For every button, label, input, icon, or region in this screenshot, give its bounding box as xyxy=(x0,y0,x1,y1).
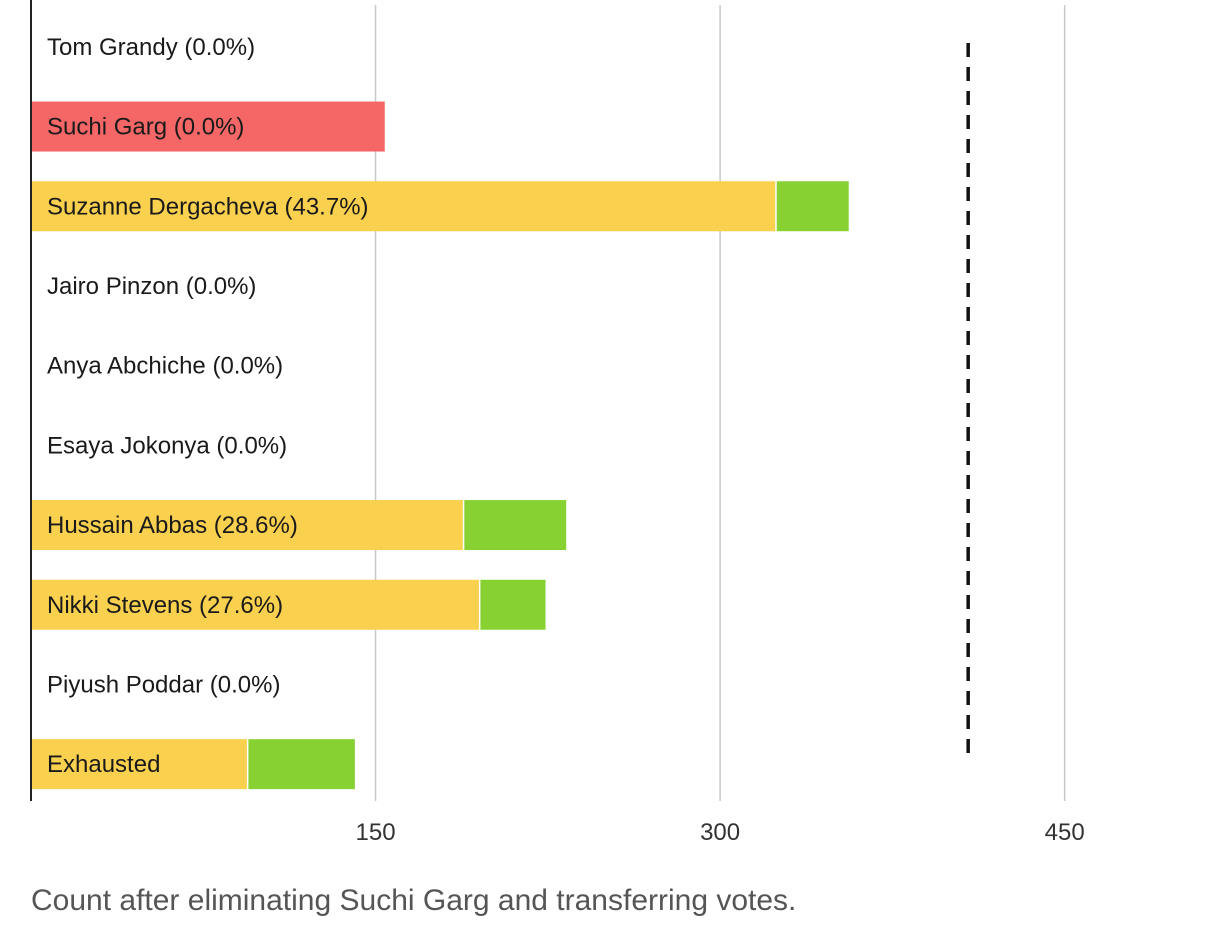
x-tick-label-300: 300 xyxy=(700,819,740,846)
bar-existing-9 xyxy=(31,739,247,790)
bar-existing-2 xyxy=(31,181,776,232)
bar-label-4: Anya Abchiche (0.0%) xyxy=(47,353,283,380)
bar-label-3: Jairo Pinzon (0.0%) xyxy=(47,273,256,300)
bar-label-0: Tom Grandy (0.0%) xyxy=(47,34,255,61)
bar-existing-6 xyxy=(31,500,463,551)
bar-transferred-9 xyxy=(248,739,355,790)
bar-label-8: Piyush Poddar (0.0%) xyxy=(47,671,280,698)
bar-label-9: Exhausted xyxy=(47,751,160,778)
bar-transferred-6 xyxy=(464,500,567,551)
x-tick-label-450: 450 xyxy=(1045,819,1085,846)
bar-transferred-2 xyxy=(776,181,849,232)
bar-label-6: Hussain Abbas (28.6%) xyxy=(47,512,298,539)
bar-label-1: Suchi Garg (0.0%) xyxy=(47,114,244,141)
x-tick-label-150: 150 xyxy=(356,819,396,846)
bar-label-5: Esaya Jokonya (0.0%) xyxy=(47,432,287,459)
chart-caption: Count after eliminating Suchi Garg and t… xyxy=(31,884,797,917)
chart: 150 300 450 Tom Grandy (0.0%) Suchi Garg (0.… xyxy=(30,0,1085,846)
bar-chart-svg: 150 300 450 Tom Grandy (0.0%) Suchi Garg (0.… xyxy=(30,0,1085,846)
bar-label-2: Suzanne Dergacheva (43.7%) xyxy=(47,193,369,220)
bar-existing-1 xyxy=(31,101,385,152)
bar-transferred-7 xyxy=(480,579,546,630)
bar-label-7: Nikki Stevens (27.6%) xyxy=(47,592,283,619)
bar-existing-7 xyxy=(31,579,479,630)
